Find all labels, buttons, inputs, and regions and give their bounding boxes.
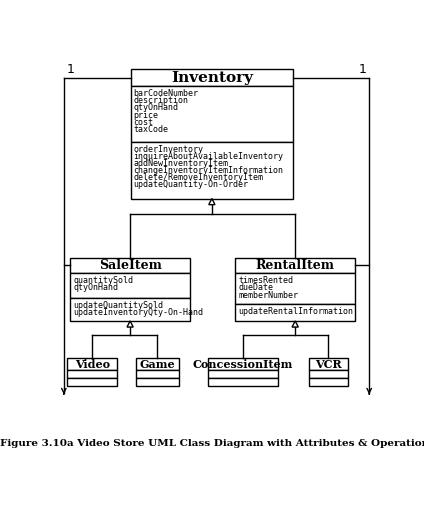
Bar bbox=[309, 370, 348, 378]
Bar bbox=[70, 298, 190, 321]
Text: addNewInventoryItem: addNewInventoryItem bbox=[134, 159, 229, 168]
Text: updateRentalInformation: updateRentalInformation bbox=[238, 307, 353, 316]
Bar bbox=[67, 378, 117, 386]
Text: updateQuantity-On-Order: updateQuantity-On-Order bbox=[134, 180, 248, 189]
Bar bbox=[208, 370, 278, 378]
Text: cost: cost bbox=[134, 118, 153, 127]
Text: Game: Game bbox=[139, 358, 175, 370]
Bar bbox=[136, 370, 179, 378]
Bar bbox=[309, 358, 348, 370]
Text: updateQuantitySold: updateQuantitySold bbox=[73, 301, 163, 310]
Text: orderInventory: orderInventory bbox=[134, 144, 204, 154]
Bar bbox=[136, 358, 179, 370]
Text: quantitySold: quantitySold bbox=[73, 276, 133, 285]
Text: SaleItem: SaleItem bbox=[99, 259, 162, 272]
Bar bbox=[131, 86, 293, 141]
Bar bbox=[136, 378, 179, 386]
Text: taxCode: taxCode bbox=[134, 125, 169, 134]
Text: Figure 3.10a Video Store UML Class Diagram with Attributes & Operations: Figure 3.10a Video Store UML Class Diagr… bbox=[0, 439, 424, 447]
Text: 1: 1 bbox=[67, 63, 75, 76]
Bar bbox=[208, 378, 278, 386]
Text: Inventory: Inventory bbox=[171, 71, 253, 84]
Text: qtyOnHand: qtyOnHand bbox=[134, 103, 179, 113]
Text: delete/RemoveInventoryItem: delete/RemoveInventoryItem bbox=[134, 173, 264, 182]
Text: VCR: VCR bbox=[315, 358, 341, 370]
Bar bbox=[70, 273, 190, 298]
Bar bbox=[235, 273, 355, 304]
Text: timesRented: timesRented bbox=[238, 276, 293, 285]
Text: description: description bbox=[134, 96, 189, 105]
Text: changeInventoryItemInformation: changeInventoryItemInformation bbox=[134, 166, 284, 175]
Bar bbox=[70, 258, 190, 273]
Text: updateInventoryQty-On-Hand: updateInventoryQty-On-Hand bbox=[73, 308, 203, 317]
Bar bbox=[235, 258, 355, 273]
Text: dueDate: dueDate bbox=[238, 284, 273, 292]
Bar bbox=[309, 378, 348, 386]
Text: memberNumber: memberNumber bbox=[238, 291, 298, 300]
Text: price: price bbox=[134, 111, 159, 120]
Bar bbox=[67, 358, 117, 370]
Text: inquireAboutAvailableInventory: inquireAboutAvailableInventory bbox=[134, 152, 284, 161]
Bar bbox=[208, 358, 278, 370]
Text: Video: Video bbox=[75, 358, 110, 370]
Bar bbox=[235, 304, 355, 321]
Bar bbox=[131, 141, 293, 199]
Text: ConcessionItem: ConcessionItem bbox=[192, 358, 293, 370]
Text: 1: 1 bbox=[358, 63, 366, 76]
Text: RentalItem: RentalItem bbox=[256, 259, 335, 272]
Text: qtyOnHand: qtyOnHand bbox=[73, 284, 118, 292]
Bar bbox=[131, 69, 293, 86]
Text: barCodeNumber: barCodeNumber bbox=[134, 89, 198, 98]
Bar bbox=[67, 370, 117, 378]
